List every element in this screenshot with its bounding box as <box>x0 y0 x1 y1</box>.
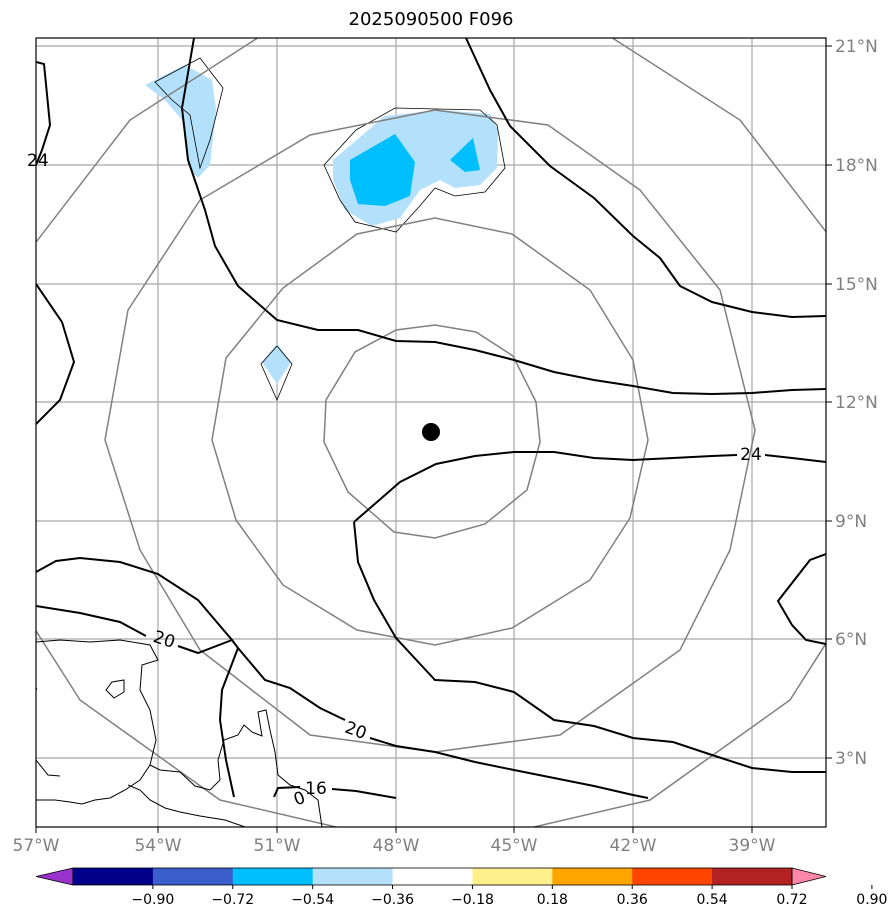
lon-label: 39°W <box>729 836 776 856</box>
lat-label: 15°N <box>835 275 878 295</box>
lon-label: 45°W <box>491 836 538 856</box>
lat-label: 12°N <box>835 393 878 413</box>
colorbar-extend-high <box>791 867 827 886</box>
colorbar-tick-label: 0.54 <box>697 892 728 908</box>
colorbar-tick-label: 0.90 <box>856 892 887 908</box>
colorbar-segment <box>152 868 234 885</box>
colorbar-tick-label: −0.36 <box>371 892 414 908</box>
lat-label: 21°N <box>835 37 878 57</box>
lat-label: 18°N <box>835 156 878 176</box>
lon-label: 48°W <box>373 836 420 856</box>
colorbar-extend-low <box>35 867 74 886</box>
colorbar-tick-label: 0.18 <box>537 892 568 908</box>
colorbar-tick-label: −0.18 <box>451 892 494 908</box>
longitude-labels: 57°W 54°W 51°W 48°W 45°W 42°W 39°W <box>13 836 776 856</box>
contour-label: 16 <box>305 779 327 799</box>
storm-center-marker <box>422 423 440 441</box>
latitude-labels: 21°N 18°N 15°N 12°N 9°N 6°N 3°N <box>835 37 878 769</box>
lat-label: 9°N <box>835 512 867 532</box>
lon-label: 51°W <box>254 836 301 856</box>
colorbar-tick-label: 0.72 <box>776 892 807 908</box>
colorbar-tick-label: −0.54 <box>291 892 334 908</box>
colorbar-frame <box>72 867 793 886</box>
colorbar-segment <box>712 868 793 885</box>
coastline <box>36 639 323 827</box>
lat-label: 3°N <box>835 749 867 769</box>
axis-ticks <box>35 45 832 833</box>
gridlines <box>36 38 826 827</box>
contour-label: 20 <box>151 627 178 653</box>
shaded-field <box>145 65 498 384</box>
colorbar-tick-label: −0.72 <box>211 892 254 908</box>
lon-label: 54°W <box>135 836 182 856</box>
colorbar-segment <box>73 868 154 885</box>
contour-lines <box>36 38 826 799</box>
colorbar: −0.90 −0.72 −0.54 −0.36 −0.18 0.18 0.36 0.54 0.7… <box>35 867 887 908</box>
colorbar-segment <box>552 868 633 885</box>
lon-label: 42°W <box>610 836 657 856</box>
lon-label: 57°W <box>13 836 60 856</box>
field-outlines <box>154 57 506 402</box>
colorbar-segment <box>232 868 314 885</box>
colorbar-segment <box>472 868 553 885</box>
colorbar-tick-label: −0.90 <box>131 892 174 908</box>
colorbar-segment <box>632 868 713 885</box>
map-frame <box>35 37 827 828</box>
map-title: 2025090500 F096 <box>348 9 514 30</box>
contour-label: 24 <box>740 445 762 465</box>
colorbar-tick-label: 0.36 <box>617 892 648 908</box>
lat-label: 6°N <box>835 630 867 650</box>
contour-label: 24 <box>27 151 49 171</box>
colorbar-segment <box>312 868 394 885</box>
colorbar-segment <box>392 868 473 885</box>
